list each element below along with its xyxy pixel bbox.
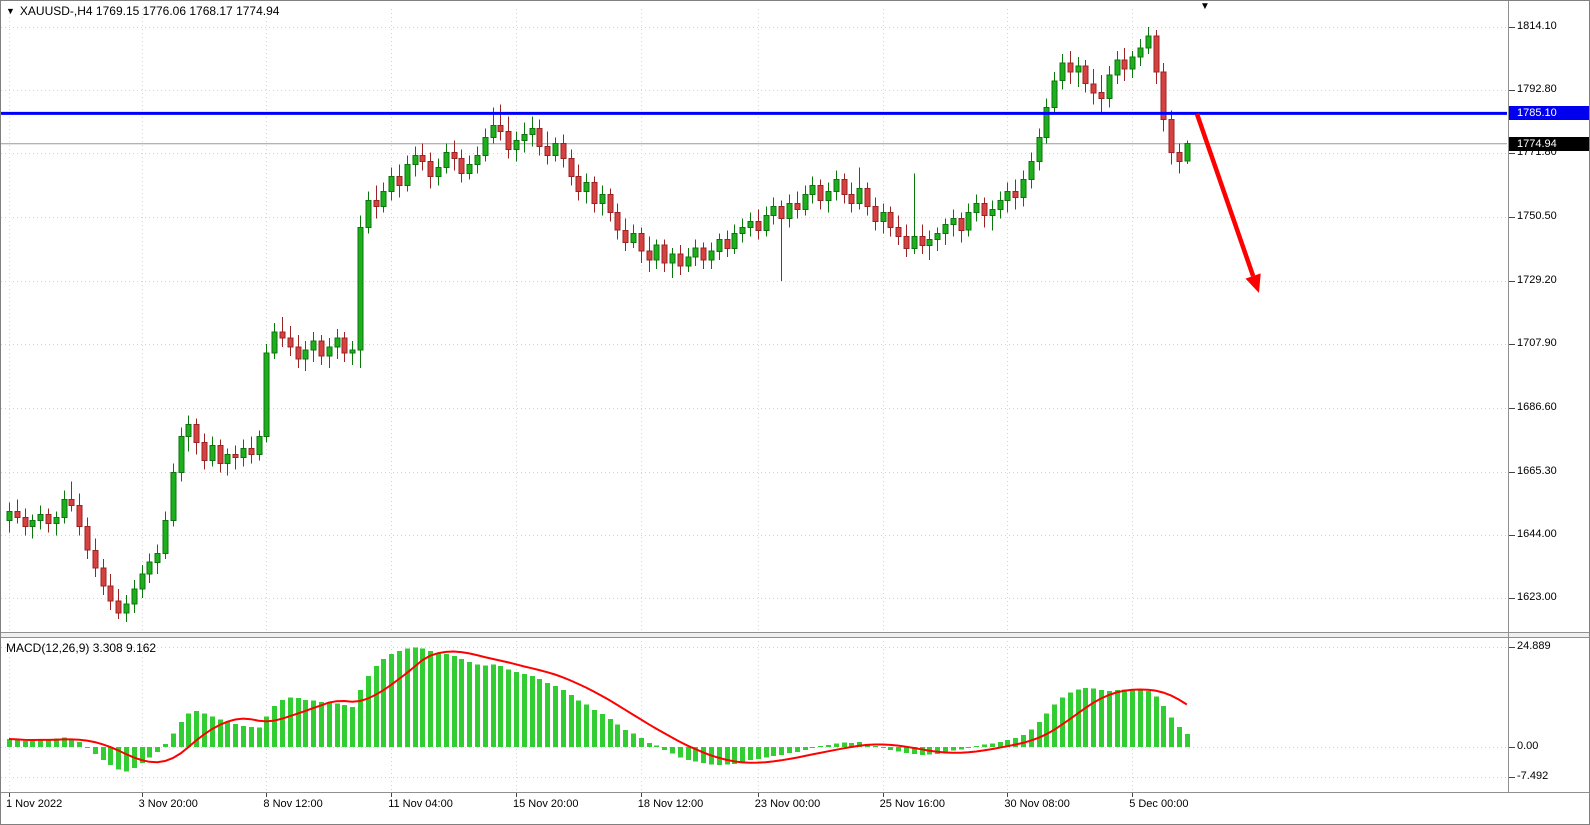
macd-axis-label: 24.889 xyxy=(1517,640,1551,653)
price-axis-label: 1792.80 xyxy=(1517,83,1557,96)
hline-price-badge: 1785.10 xyxy=(1509,106,1589,121)
price-axis-label: 1623.00 xyxy=(1517,591,1557,604)
candles-series[interactable] xyxy=(6,26,1191,622)
price-axis[interactable]: 1814.10 1792.80 1771.80 1750.50 1729.20 1707.… xyxy=(1509,1,1589,793)
symbol-dropdown-icon[interactable]: ▼ xyxy=(6,6,15,16)
panel-separators[interactable] xyxy=(1,1,1590,793)
time-axis-label: 30 Nov 08:00 xyxy=(1004,798,1070,810)
price-axis-label: 1686.60 xyxy=(1517,400,1557,413)
price-axis-label: 1644.00 xyxy=(1517,528,1557,541)
time-axis-label: 15 Nov 20:00 xyxy=(513,798,579,810)
current-price-badge: 1774.94 xyxy=(1509,136,1589,151)
macd-axis-label: -7.492 xyxy=(1517,769,1549,782)
ohlc-readout: XAUUSD-,H4 1769.15 1776.06 1768.17 1774.… xyxy=(19,4,280,18)
time-axis-label: 18 Nov 12:00 xyxy=(637,798,704,810)
time-axis-label: 8 Nov 12:00 xyxy=(263,798,323,810)
price-axis-label: 1729.20 xyxy=(1517,273,1557,286)
chart-legend: ▼ XAUUSD-,H4 1769.15 1776.06 1768.17 177… xyxy=(6,4,279,18)
time-axis-label: 23 Nov 00:00 xyxy=(754,798,821,810)
price-axis-label: 1814.10 xyxy=(1517,19,1557,32)
chart-shift-marker-icon[interactable]: ▼ xyxy=(1200,1,1210,12)
macd-histogram xyxy=(7,647,1190,772)
time-axis-label: 5 Dec 00:00 xyxy=(1129,798,1189,810)
grid xyxy=(1,9,1507,792)
macd-axis-label: 0.00 xyxy=(1517,740,1539,752)
axis-ticks xyxy=(9,27,1515,797)
trend-arrow[interactable] xyxy=(1194,113,1261,293)
macd-indicator-label: MACD(12,26,9) 3.308 9.162 xyxy=(6,641,157,655)
time-axis-label: 25 Nov 16:00 xyxy=(879,798,946,810)
price-axis-label: 1707.90 xyxy=(1517,337,1557,350)
macd-signal-line xyxy=(8,650,1188,764)
price-axis-label: 1750.50 xyxy=(1517,209,1557,222)
time-axis[interactable]: 1 Nov 2022 3 Nov 20:00 8 Nov 12:00 11 Nov 0… xyxy=(1,793,1589,824)
time-axis-label: 3 Nov 20:00 xyxy=(138,798,198,810)
time-axis-label: 11 Nov 04:00 xyxy=(388,798,453,810)
price-axis-label: 1665.30 xyxy=(1517,464,1557,477)
time-axis-label: 1 Nov 2022 xyxy=(6,798,63,810)
